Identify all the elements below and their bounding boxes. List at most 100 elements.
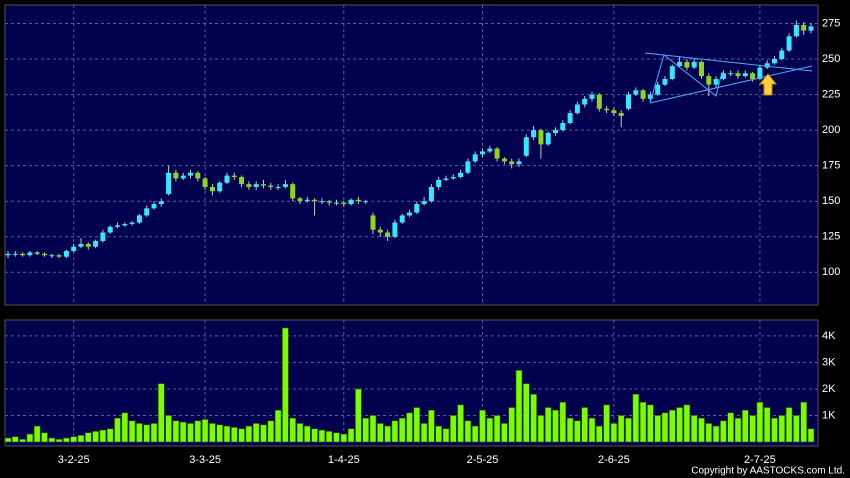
candle-body <box>523 137 529 156</box>
volume-bar <box>603 404 610 443</box>
candle-body <box>246 184 252 187</box>
candle-body <box>239 177 245 185</box>
volume-bar <box>63 437 70 443</box>
volume-bar <box>245 425 253 443</box>
volume-bar <box>574 420 581 443</box>
volume-bar <box>267 420 275 443</box>
volume-bar <box>464 420 472 443</box>
candle-body <box>626 94 631 109</box>
volume-bar <box>355 388 362 443</box>
volume-bar <box>26 433 34 443</box>
arrow <box>758 73 778 96</box>
candle-body <box>34 252 40 254</box>
volume-bar <box>420 423 428 443</box>
volume-bar <box>632 393 640 443</box>
volume-bar <box>252 423 260 443</box>
candle-body <box>93 241 99 247</box>
candle-body <box>538 130 544 145</box>
candle-body <box>677 61 683 67</box>
volume-bar <box>763 407 771 443</box>
candle-body <box>202 178 208 187</box>
candle-body <box>129 222 135 224</box>
y-tick-label: 2K <box>822 383 836 395</box>
candle-body <box>633 90 639 95</box>
candle-body <box>472 154 478 162</box>
volume-bar <box>778 415 786 443</box>
volume-bar <box>771 417 778 443</box>
candle-body <box>662 78 668 85</box>
volume-bar <box>121 412 129 443</box>
y-tick-label: 100 <box>822 266 840 278</box>
candle-body <box>582 98 588 105</box>
candle-body <box>63 250 69 257</box>
volume-bar <box>515 370 523 443</box>
volume-bar <box>340 433 348 443</box>
candle-body <box>779 50 785 60</box>
volume-bar <box>369 415 377 443</box>
candle-body <box>253 184 259 187</box>
volume-bar <box>413 407 421 443</box>
candle-body <box>786 36 792 51</box>
candle-body <box>735 73 741 77</box>
volume-bar <box>333 432 340 443</box>
volume-bar <box>406 412 413 443</box>
volume-bar <box>537 415 545 443</box>
candle-body <box>275 186 281 188</box>
volume-bar <box>165 415 172 443</box>
candle-body <box>385 232 391 237</box>
volume-bar <box>303 425 311 443</box>
volume-bar <box>55 439 63 443</box>
candle-body <box>122 223 128 226</box>
candle-body <box>465 161 471 173</box>
candle-body <box>85 243 91 247</box>
volume-bar <box>41 432 48 443</box>
volume-bar <box>727 412 735 443</box>
candle-body <box>326 201 332 203</box>
candle-body <box>567 113 573 124</box>
volume-bar <box>793 415 800 443</box>
candle-body <box>494 148 500 159</box>
candle-body <box>20 253 26 256</box>
volume-bar <box>749 415 756 443</box>
volume-bar <box>552 409 559 443</box>
volume-bar <box>559 401 567 443</box>
volume-bar <box>544 407 552 443</box>
candle-body <box>742 73 748 77</box>
candle-body <box>691 61 697 68</box>
volume-bar <box>194 420 202 443</box>
volume-bar <box>676 407 683 443</box>
volume-bar <box>493 415 501 443</box>
volume-bar <box>347 428 355 443</box>
candle-body <box>115 225 120 227</box>
candle-body <box>553 130 558 133</box>
volume-bar <box>566 417 574 443</box>
candle-body <box>699 61 704 77</box>
volume-bar <box>785 407 793 443</box>
volume-bar <box>143 424 150 443</box>
x-tick-label: 2-5-25 <box>467 454 499 466</box>
candle-body <box>531 130 537 138</box>
volume-bar <box>712 425 720 443</box>
volume-bar <box>209 423 216 443</box>
volume-bar <box>683 404 691 443</box>
volume-bar <box>238 428 245 443</box>
volume-bar <box>19 439 26 443</box>
candle-body <box>188 172 193 176</box>
volume-bar <box>398 417 406 443</box>
volume-bar <box>362 417 370 443</box>
y-tick-label: 3K <box>822 356 836 368</box>
volume-bar <box>705 423 713 443</box>
candle-body <box>428 186 434 202</box>
candle-body <box>604 108 610 111</box>
candle-body <box>436 179 442 187</box>
volume-bar <box>12 436 19 443</box>
volume-bar <box>48 437 56 443</box>
x-tick-label: 2-6-25 <box>598 454 630 466</box>
trend-line <box>649 54 723 104</box>
candle-body <box>42 253 47 256</box>
candle-body <box>136 215 142 223</box>
volume-bar <box>391 420 399 443</box>
candle-body <box>231 175 237 178</box>
candle-body <box>49 255 55 257</box>
pattern-lines <box>644 52 813 104</box>
